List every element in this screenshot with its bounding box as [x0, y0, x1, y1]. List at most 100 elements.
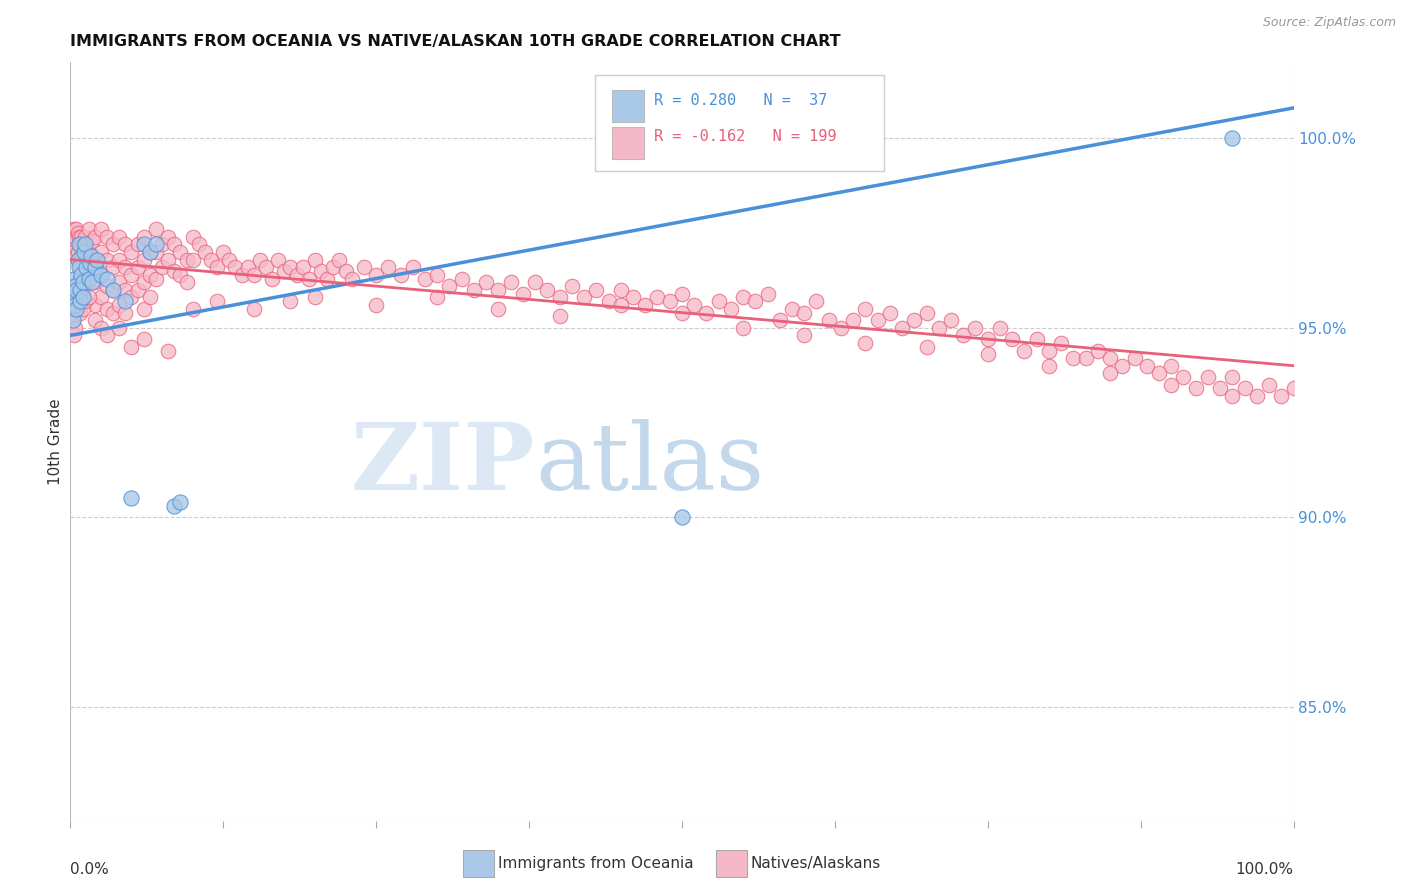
Point — [499, 275, 522, 289]
Point — [114, 260, 136, 274]
Point — [139, 290, 162, 304]
Point — [127, 283, 149, 297]
Point — [108, 320, 131, 334]
Point — [1147, 366, 1170, 380]
Point — [65, 249, 87, 263]
Point — [181, 229, 204, 244]
Point — [780, 301, 803, 316]
Point — [72, 275, 94, 289]
Text: atlas: atlas — [536, 419, 765, 509]
Point — [70, 268, 93, 282]
Point — [733, 320, 755, 334]
Point — [83, 313, 105, 327]
Point — [176, 275, 198, 289]
Point — [83, 298, 105, 312]
Point — [413, 271, 436, 285]
Point — [548, 290, 571, 304]
Point — [218, 252, 240, 267]
Point — [73, 237, 96, 252]
FancyBboxPatch shape — [595, 75, 884, 171]
Point — [647, 290, 669, 304]
Point — [80, 249, 103, 263]
Point — [96, 328, 118, 343]
Point — [426, 290, 449, 304]
Point — [77, 222, 100, 236]
Point — [101, 305, 124, 319]
Point — [610, 283, 633, 297]
Point — [72, 290, 94, 304]
Point — [1123, 351, 1146, 365]
Point — [157, 343, 180, 358]
Point — [77, 268, 100, 282]
Text: 100.0%: 100.0% — [1236, 863, 1294, 878]
Point — [139, 244, 162, 259]
Point — [1099, 366, 1122, 380]
Point — [866, 313, 889, 327]
Point — [73, 271, 96, 285]
Text: 0.0%: 0.0% — [70, 863, 110, 878]
Point — [254, 260, 277, 274]
Point — [72, 301, 94, 316]
Point — [285, 268, 308, 282]
Point — [127, 260, 149, 274]
Point — [243, 268, 266, 282]
Point — [561, 279, 583, 293]
Point — [1014, 343, 1036, 358]
Point — [96, 229, 118, 244]
Point — [72, 264, 94, 278]
Point — [200, 252, 222, 267]
Point — [402, 260, 425, 274]
Point — [150, 237, 173, 252]
Point — [65, 301, 87, 316]
Point — [63, 298, 86, 312]
Point — [335, 264, 357, 278]
Text: R = 0.280   N =  37: R = 0.280 N = 37 — [654, 93, 827, 108]
Point — [671, 305, 693, 319]
Point — [683, 298, 706, 312]
Point — [108, 275, 131, 289]
Point — [163, 237, 186, 252]
Point — [304, 290, 326, 304]
Point — [101, 260, 124, 274]
Point — [744, 294, 766, 309]
Point — [304, 252, 326, 267]
Point — [439, 279, 461, 293]
Point — [66, 226, 89, 240]
Point — [73, 229, 96, 244]
Point — [67, 229, 90, 244]
Point — [695, 305, 717, 319]
Point — [132, 229, 155, 244]
Point — [671, 510, 693, 524]
Point — [1074, 351, 1097, 365]
Point — [915, 305, 938, 319]
Point — [90, 268, 112, 282]
Point — [488, 283, 510, 297]
Point — [610, 298, 633, 312]
Point — [298, 271, 321, 285]
Point — [1025, 332, 1047, 346]
Point — [769, 313, 792, 327]
Point — [73, 252, 96, 267]
Point — [132, 252, 155, 267]
Point — [939, 313, 962, 327]
Point — [67, 271, 90, 285]
Point — [1111, 359, 1133, 373]
Point — [145, 222, 167, 236]
Point — [101, 283, 124, 297]
Point — [733, 290, 755, 304]
Point — [891, 320, 914, 334]
Point — [69, 283, 91, 297]
Point — [236, 260, 259, 274]
Point — [1220, 370, 1243, 384]
Point — [855, 301, 877, 316]
Point — [793, 131, 815, 145]
Point — [62, 313, 84, 327]
Point — [77, 290, 100, 304]
Point — [65, 301, 87, 316]
Point — [67, 237, 90, 252]
Point — [842, 313, 865, 327]
Point — [70, 229, 93, 244]
Point — [756, 286, 779, 301]
Point — [1258, 377, 1281, 392]
Point — [63, 222, 86, 236]
